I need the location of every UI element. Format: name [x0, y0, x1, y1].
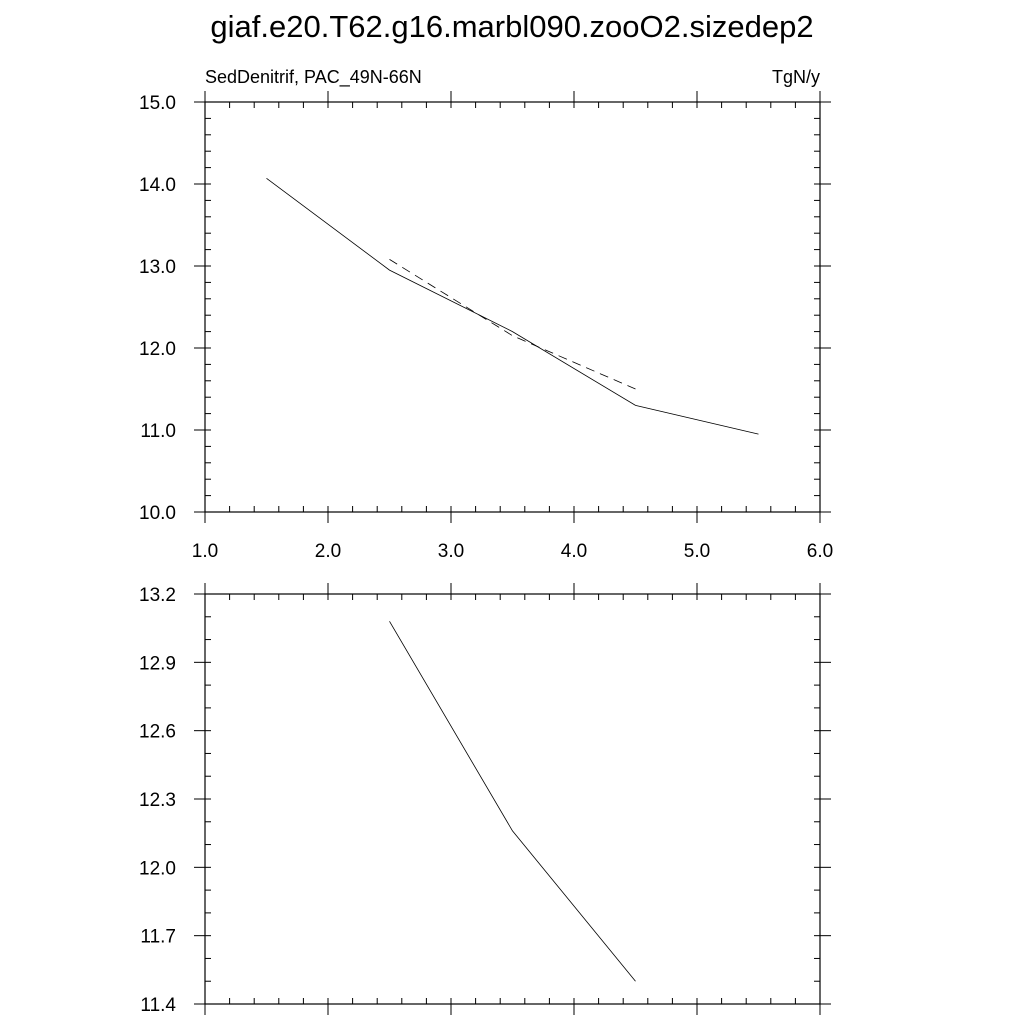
top-y-tick-label: 10.0	[139, 503, 176, 524]
bottom-y-tick-label: 12.9	[139, 653, 176, 674]
top-x-tick-label: 1.0	[192, 541, 218, 562]
top-panel-units-label: TgN/y	[772, 67, 820, 87]
top-y-tick-label: 12.0	[139, 339, 176, 360]
top-y-tick-label: 11.0	[140, 421, 176, 442]
bottom-y-tick-label: 13.2	[139, 585, 176, 606]
top-series-line-dashed	[389, 259, 636, 390]
bottom-panel-ticks	[194, 583, 831, 1015]
top-x-tick-label: 4.0	[561, 541, 587, 562]
top-y-tick-label: 13.0	[139, 257, 176, 278]
bottom-y-tick-label: 12.6	[139, 722, 176, 743]
top-y-tick-label: 15.0	[139, 93, 176, 114]
top-x-tick-label: 2.0	[315, 541, 341, 562]
top-panel-frame	[204, 101, 821, 513]
top-y-tick-label: 14.0	[139, 175, 176, 196]
bottom-panel-tick-labels: 11.4 11.7 12.0 12.3 12.6 12.9 13.2	[139, 585, 176, 1016]
top-panel-tick-labels: 1.0 2.0 3.0 4.0 5.0 6.0 10.0 11.0 12.0 13.0 14.0 15…	[139, 93, 833, 562]
top-x-tick-label: 6.0	[807, 541, 833, 562]
top-panel-series	[266, 177, 759, 435]
bottom-series-line-solid	[389, 621, 636, 982]
top-series-line-solid	[266, 177, 759, 435]
bottom-y-tick-label: 12.0	[139, 858, 176, 879]
top-x-tick-label: 5.0	[684, 541, 710, 562]
figure-title: giaf.e20.T62.g16.marbl090.zooO2.sizedep2	[210, 9, 813, 44]
top-x-tick-label: 3.0	[438, 541, 464, 562]
bottom-y-tick-label: 11.7	[140, 927, 176, 948]
top-panel: SedDenitrif, PAC_49N-66N TgN/y 1.0 2.0 3.0…	[139, 67, 833, 562]
bottom-panel-series	[389, 621, 636, 982]
bottom-y-tick-label: 11.4	[140, 995, 176, 1016]
bottom-y-tick-label: 12.3	[139, 790, 176, 811]
bottom-panel: 11.4 11.7 12.0 12.3 12.6 12.9 13.2	[139, 583, 831, 1016]
top-panel-ticks	[194, 91, 831, 523]
bottom-panel-frame	[204, 593, 821, 1005]
top-panel-variable-label: SedDenitrif, PAC_49N-66N	[205, 67, 422, 88]
